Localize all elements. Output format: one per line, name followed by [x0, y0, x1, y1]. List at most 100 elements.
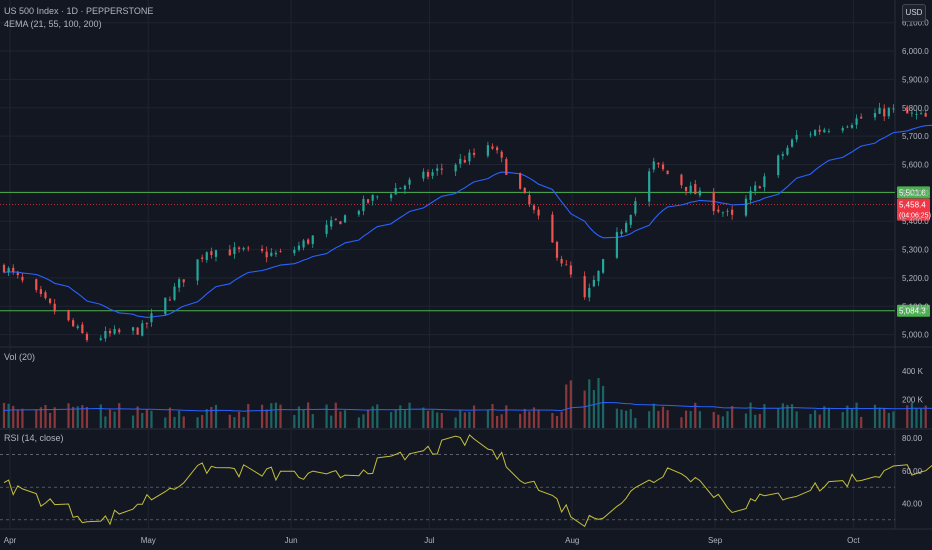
volume-bar	[408, 402, 411, 428]
candle-body	[293, 249, 296, 254]
volume-bar	[214, 404, 218, 428]
candle-body	[334, 218, 337, 220]
candle-body	[537, 209, 540, 216]
volume-bar	[790, 404, 794, 428]
volume-bar	[145, 409, 148, 428]
candle-body	[505, 159, 508, 175]
candle-body	[661, 164, 665, 170]
volume-bar	[210, 407, 213, 428]
candle-body	[532, 205, 536, 210]
candle-body	[454, 164, 457, 172]
volume-bar	[841, 411, 844, 428]
volume-bar	[307, 402, 310, 428]
candle-body	[35, 279, 38, 290]
volume-bar	[334, 402, 337, 428]
volume-bar	[247, 403, 250, 428]
volume-bar	[131, 415, 135, 428]
candle-body	[247, 247, 250, 249]
volume-bar	[592, 390, 595, 428]
candle-body	[887, 108, 890, 117]
volume-bar	[661, 406, 665, 428]
volume-bar	[910, 402, 913, 428]
candle-body	[260, 248, 264, 251]
volume-bar	[343, 410, 347, 428]
volume-ma-line	[3, 401, 932, 412]
volume-bar	[795, 411, 798, 428]
candle-body	[625, 223, 628, 233]
volume-bar	[634, 417, 637, 428]
candle-body	[486, 145, 489, 156]
candle-body	[919, 113, 923, 115]
volume-bar	[717, 414, 720, 428]
candle-body	[85, 333, 89, 340]
volume-bar	[141, 413, 144, 428]
volume-bar	[892, 411, 895, 428]
volume-bar	[274, 402, 277, 428]
candle-body	[597, 270, 600, 282]
price-tick-label: 6,100.0	[902, 19, 929, 28]
volume-bar	[44, 404, 47, 428]
volume-bar	[712, 411, 715, 428]
volume-bar	[297, 406, 301, 428]
volume-bar	[468, 411, 471, 428]
volume-bar	[403, 410, 407, 428]
indicator-label[interactable]: 4EMA (21, 55, 100, 200)	[4, 19, 102, 29]
candle-body	[150, 313, 153, 323]
grid-lines	[0, 0, 932, 530]
candle-body	[403, 185, 407, 190]
horizontal-levels[interactable]: 5,501.6 5,084.3 5,458.4 (04:06:25)	[0, 186, 931, 317]
candle-body	[2, 264, 6, 273]
ema-21-line	[3, 124, 932, 318]
candle-body	[201, 257, 204, 259]
candle-body	[16, 272, 19, 276]
candle-body	[76, 326, 79, 328]
candle-body	[846, 126, 849, 128]
rsi-label[interactable]: RSI (14, close)	[4, 433, 64, 443]
ema-line	[3, 124, 932, 318]
candle-body	[850, 125, 854, 128]
volume-bar	[376, 404, 379, 428]
candle-body	[555, 241, 559, 258]
volume-bar	[118, 403, 121, 428]
time-axis[interactable]: AprMayJunJulAugSepOctNovDec2025FebMarApr…	[4, 536, 932, 545]
volume-bar	[781, 403, 784, 428]
candle-body	[67, 310, 70, 321]
volume-bar	[620, 409, 623, 428]
volume-bar	[104, 416, 107, 428]
candle-body	[749, 190, 752, 200]
candle-body	[297, 245, 301, 250]
candle-body	[422, 171, 425, 179]
volume-bar	[7, 403, 10, 428]
candle-body	[339, 221, 342, 225]
volume-bar	[583, 390, 586, 428]
time-tick-label: Aug	[565, 536, 579, 545]
volume-bar	[855, 402, 858, 428]
candle-body	[178, 279, 181, 288]
volume-bar	[422, 407, 425, 428]
volume-bar	[666, 410, 669, 428]
candle-body	[357, 210, 360, 215]
time-tick-label: Oct	[847, 536, 860, 545]
volume-bar	[260, 404, 264, 428]
candle-body	[394, 188, 397, 195]
volume-bar	[201, 415, 204, 428]
candle-body	[48, 298, 52, 303]
volume-bar	[173, 416, 176, 428]
volume-bar	[136, 406, 139, 428]
candle-body	[390, 194, 393, 199]
volume-bar	[850, 409, 854, 428]
candle-body	[164, 297, 167, 315]
candle-body	[813, 130, 817, 136]
candle-body	[519, 173, 522, 189]
candle-body	[823, 129, 826, 133]
volume-bar	[150, 410, 153, 428]
volume-bar	[906, 405, 909, 428]
level-price-tag	[897, 186, 930, 199]
price-axis[interactable]: 6,100.0 6,000.0 5,900.0 5,800.0 5,700.0 5,600…	[902, 19, 929, 509]
candle-body	[468, 152, 471, 162]
candle-body	[173, 286, 176, 300]
currency-button[interactable]: USD	[902, 4, 926, 22]
volume-label[interactable]: Vol (20)	[4, 352, 36, 362]
candle-body	[883, 108, 886, 117]
